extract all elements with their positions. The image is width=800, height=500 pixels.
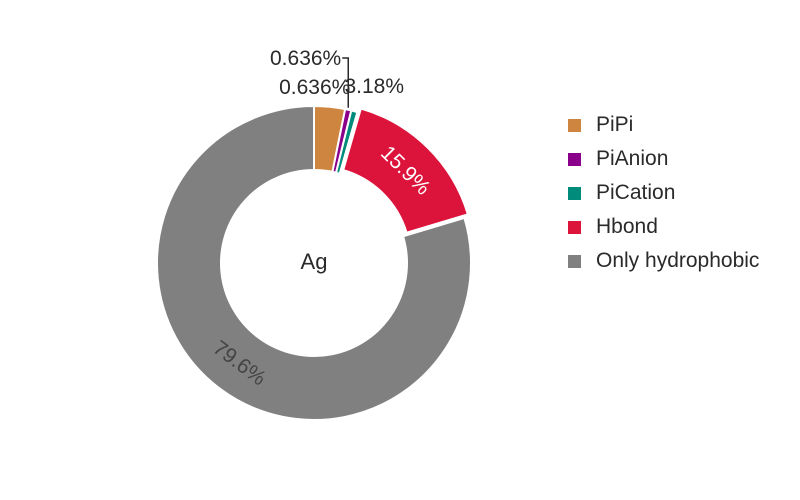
legend-label-only-hydrophobic: Only hydrophobic (596, 249, 760, 272)
legend-item-pication[interactable]: PiCation (568, 176, 759, 210)
legend-item-only-hydrophobic[interactable]: Only hydrophobic (568, 244, 759, 278)
legend-label-hbond: Hbond (596, 215, 658, 238)
legend-swatch-pianion (568, 152, 581, 166)
donut-slices (156, 104, 472, 421)
legend-swatch-only-hydrophobic (568, 254, 581, 268)
slice-leader-pianion (342, 57, 349, 108)
legend-item-pipi[interactable]: PiPi (568, 108, 759, 142)
legend-label-pianion: PiAnion (596, 147, 669, 170)
legend-item-pianion[interactable]: PiAnion (568, 142, 759, 176)
legend-label-pication: PiCation (596, 181, 676, 204)
legend-label-pipi: PiPi (596, 113, 634, 136)
slice-only-hydrophobic[interactable] (156, 104, 472, 421)
legend-item-hbond[interactable]: Hbond (568, 210, 759, 244)
slice-label-pipi: 3.18% (344, 75, 404, 98)
slice-pication[interactable] (334, 109, 359, 175)
slice-label-pianion: 0.636% (270, 47, 341, 70)
legend-swatch-pication (568, 186, 581, 200)
legend-swatch-pipi (568, 118, 581, 132)
slice-label-pication: 0.636% (279, 76, 350, 99)
legend-swatch-hbond (568, 220, 581, 234)
slice-hbond[interactable] (341, 107, 470, 234)
legend: PiPi PiAnion PiCation Hbond Only hydroph… (568, 108, 759, 278)
center-label: Ag (301, 249, 328, 274)
